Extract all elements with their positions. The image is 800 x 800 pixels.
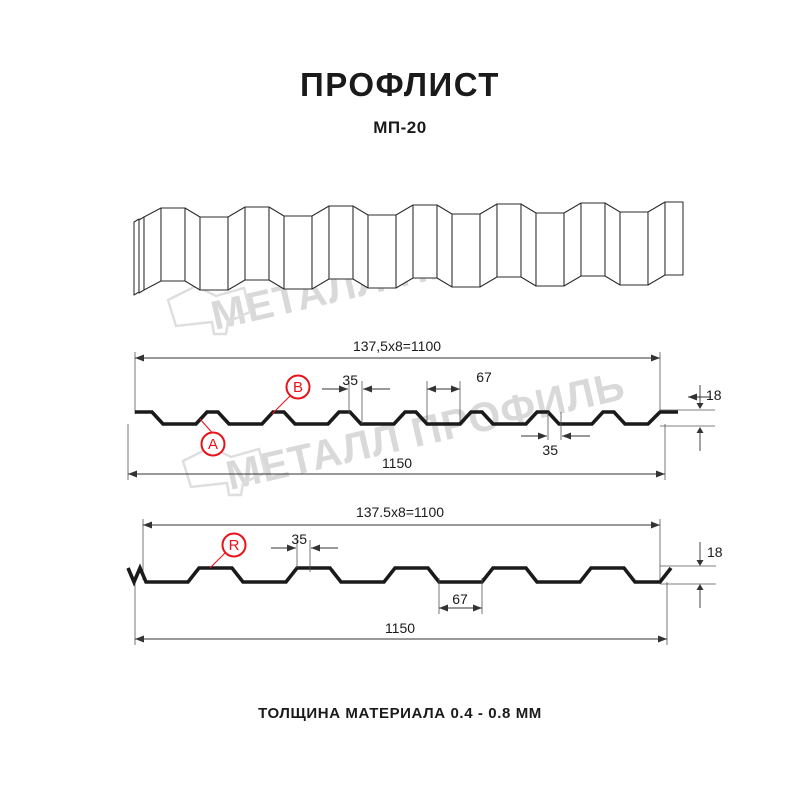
- callout-r: R: [209, 532, 247, 569]
- profile-section-a: 137,5x8=1100 1150 18 35: [127, 338, 722, 480]
- dimension-label-pitch-total: 137,5x8=1100: [353, 338, 441, 354]
- dimension-rib-top-width: 35: [271, 531, 338, 572]
- dimension-label-valley-width: 67: [452, 591, 468, 607]
- dimension-height-right: 18: [660, 385, 722, 451]
- dimension-label-rib-top-width: 35: [342, 372, 358, 388]
- dimension-label-height: 18: [707, 544, 723, 560]
- dimension-valley-width: 67: [426, 369, 492, 422]
- profile-outline-r: [126, 563, 673, 587]
- dimension-label-pitch-total: 137.5x8=1100: [356, 504, 444, 520]
- page-title: ПРОФЛИСТ: [300, 66, 500, 103]
- dimension-pitch-total-top: 137,5x8=1100: [134, 338, 661, 414]
- watermark-lower: МЕТАЛЛ ПРОФИЛЬ: [181, 362, 630, 499]
- dimension-height-right: 18: [660, 542, 723, 608]
- isometric-sheet-view: [133, 201, 684, 296]
- watermark-text: МЕТАЛЛ ПРОФИЛЬ: [222, 362, 630, 499]
- dimension-label-rib-bottom-width: 35: [542, 442, 558, 458]
- dimension-label-overall-width: 1150: [385, 620, 415, 636]
- callout-a: A: [199, 418, 226, 457]
- product-model: МП-20: [373, 118, 427, 137]
- dimension-label-rib-top-width: 35: [291, 531, 307, 547]
- dimension-label-overall-width: 1150: [382, 455, 412, 471]
- callout-b-label: B: [293, 379, 303, 396]
- dimension-rib-top-width: 35: [322, 372, 390, 424]
- callout-r-label: R: [229, 537, 240, 554]
- callout-a-label: A: [208, 436, 218, 453]
- dimension-rib-bottom-width: 35: [521, 412, 590, 458]
- dimension-label-valley-width: 67: [476, 369, 492, 385]
- dimension-pitch-total-top: 137.5x8=1100: [142, 504, 661, 580]
- callout-b: B: [271, 374, 311, 415]
- dimension-valley-width: 67: [438, 578, 483, 614]
- watermark-logo-icon: [181, 445, 267, 497]
- profile-outline-a: [135, 410, 678, 426]
- profile-section-r: 137.5x8=1100 1150 18 35: [126, 504, 723, 645]
- watermark-logo-icon: [166, 284, 252, 336]
- dimension-overall-width-bottom: 1150: [134, 582, 668, 645]
- dimension-overall-width-bottom: 1150: [127, 424, 666, 480]
- material-thickness-note: ТОЛЩИНА МАТЕРИАЛА 0.4 - 0.8 ММ: [258, 705, 542, 722]
- dimension-label-height: 18: [706, 387, 722, 403]
